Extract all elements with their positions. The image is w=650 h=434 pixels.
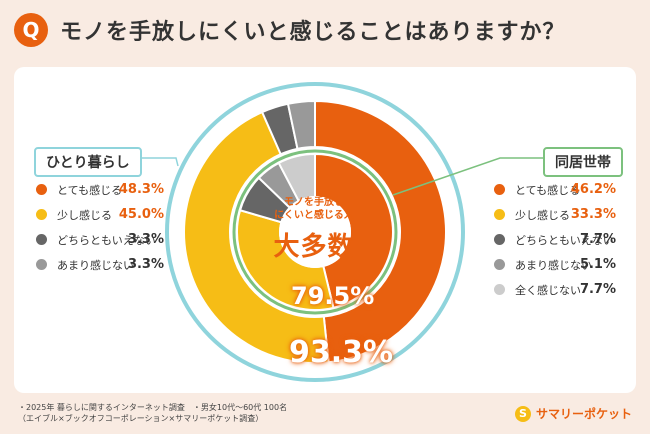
footnote-line-1: ・2025年 暮らしに関するインターネット調査 ・男女10代〜60代 100名 [18, 403, 288, 412]
brand-logo: S サマリーポケット [514, 405, 632, 422]
left-legend-label: あまり感じない [57, 258, 134, 272]
right-legend-value: 5.1% [579, 257, 616, 272]
right-legend-label: あまり感じない [515, 258, 592, 272]
left-connector-line [134, 157, 179, 167]
right-legend-value: 46.2% [570, 182, 616, 197]
left-legend-value: 45.0% [118, 207, 164, 222]
right-legend-label: 全く感じない [515, 283, 581, 297]
left-legend-title: ひとり暮らし [34, 147, 142, 177]
left-legend-row: あまり感じない 3.3% [36, 252, 164, 277]
outer-slice-0 [314, 99, 447, 364]
center-big-text: 大多数 [273, 232, 355, 262]
right-legend-swatch [494, 209, 505, 220]
left-legend-row: とても感じる 48.3% [36, 177, 164, 202]
left-legend-value: 3.3% [127, 257, 164, 272]
left-legend-swatch [36, 259, 47, 270]
inner-total-label: 79.5% [291, 282, 375, 310]
left-legend-label: とても感じる [57, 183, 123, 197]
right-legend-label: どちらともいえない [515, 233, 614, 247]
left-legend-label: どちらともいえない [57, 233, 156, 247]
left-legend-row: 少し感じる 45.0% [36, 202, 164, 227]
left-legend-swatch [36, 184, 47, 195]
left-legend-swatch [36, 234, 47, 245]
right-legend-title: 同居世帯 [543, 147, 623, 177]
right-legend-value: 7.7% [579, 232, 616, 247]
right-legend-label: 少し感じる [515, 208, 570, 222]
center-disc [279, 196, 351, 268]
left-legend-value: 3.3% [127, 232, 164, 247]
footnote: ・2025年 暮らしに関するインターネット調査 ・男女10代〜60代 100名 … [18, 402, 287, 424]
left-legend-row: どちらともいえない 3.3% [36, 227, 164, 252]
right-legend-swatch [494, 259, 505, 270]
brand-name: サマリーポケット [535, 407, 632, 421]
right-legend-row: 少し感じる 33.3% [494, 202, 616, 227]
page-title: モノを手放しにくいと感じることはありますか？ [60, 20, 566, 45]
outer-frame-ring [165, 82, 465, 382]
brand-mark-icon: S [514, 405, 531, 422]
left-legend: とても感じる 48.3% 少し感じる 45.0% どちらともいえない 3.3% あまり感じな… [36, 177, 164, 277]
right-connector-line [392, 157, 543, 196]
right-legend-swatch [494, 234, 505, 245]
right-legend-row: とても感じる 46.2% [494, 177, 616, 202]
outer-total-label: 93.3% [289, 335, 394, 370]
outer-slice-1 [183, 110, 330, 364]
left-legend-value: 48.3% [118, 182, 164, 197]
right-legend-row: どちらともいえない 7.7% [494, 227, 616, 252]
center-line-2: にくいと感じる人 [274, 210, 354, 221]
right-legend-value: 7.7% [579, 282, 616, 297]
center-label: モノを手放し にくいと感じる人 大多数 [240, 196, 388, 263]
outer-slice-3 [286, 99, 316, 151]
right-legend-row: 全く感じない 7.7% [494, 277, 616, 302]
right-legend-swatch [494, 284, 505, 295]
right-legend-label: とても感じる [515, 183, 581, 197]
right-legend-value: 33.3% [570, 207, 616, 222]
center-line-1: モノを手放し [284, 197, 344, 208]
right-legend-swatch [494, 184, 505, 195]
footnote-line-2: （エイブル×ブックオフコーポレーション×サマリーポケット調査） [18, 414, 264, 423]
question-badge: Q [14, 13, 48, 47]
middle-frame-ring [232, 149, 398, 315]
right-legend: とても感じる 46.2% 少し感じる 33.3% どちらともいえない 7.7% あまり感じな… [494, 177, 616, 302]
left-legend-swatch [36, 209, 47, 220]
left-legend-label: 少し感じる [57, 208, 112, 222]
right-legend-row: あまり感じない 5.1% [494, 252, 616, 277]
